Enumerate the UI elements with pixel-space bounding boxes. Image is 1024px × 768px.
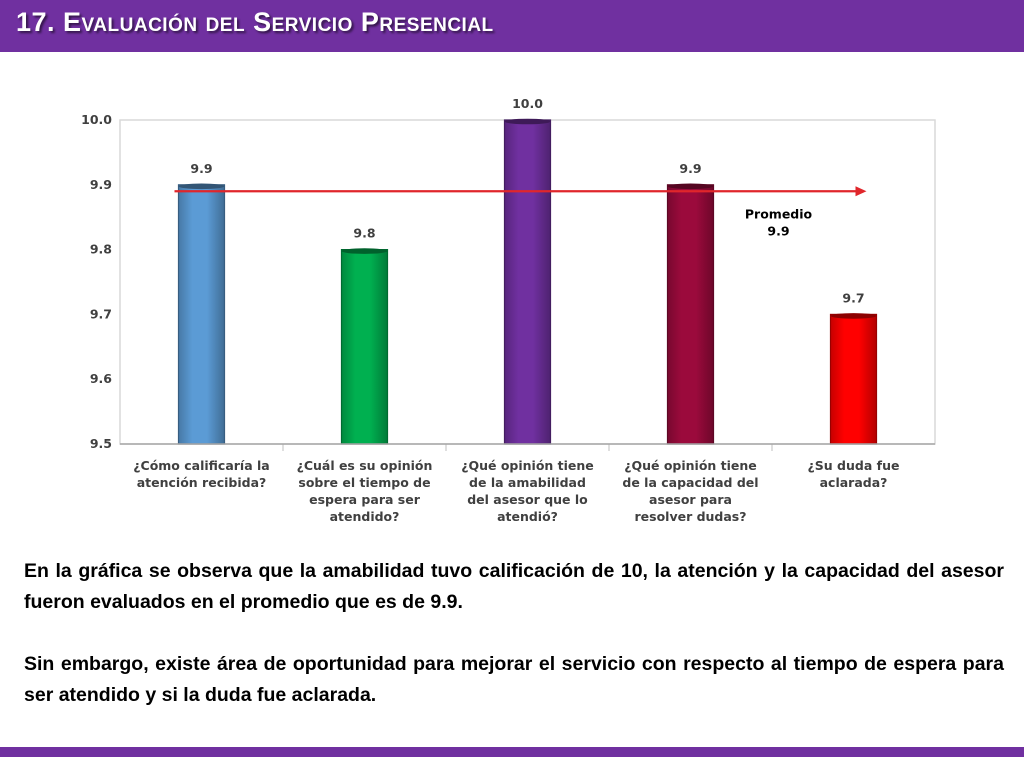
x-category-label: ¿Su duda fue aclarada? bbox=[808, 458, 900, 490]
bar-chart: 9.5 9.6 9.7 9.8 9.9 10.0 9.9 ¿Cómo calificaría … bbox=[60, 95, 960, 535]
y-tick-label: 9.8 bbox=[90, 242, 112, 257]
summary-paragraph-2: Sin embargo, existe área de oportunidad … bbox=[24, 653, 1004, 706]
bar bbox=[340, 249, 389, 445]
bar-cap bbox=[667, 183, 714, 190]
summary-text: En la gráfica se observa que la amabilid… bbox=[24, 556, 1004, 711]
bar bbox=[503, 119, 552, 445]
x-category-label: ¿Qué opinión tiene de la amabilidad del as… bbox=[461, 458, 594, 524]
bar bbox=[829, 313, 878, 445]
bar-cap bbox=[504, 118, 551, 125]
data-label: 9.9 bbox=[190, 161, 212, 176]
y-tick-label: 9.7 bbox=[90, 306, 112, 321]
title-banner: 17. Evaluación del Servicio Presencial bbox=[0, 0, 1024, 52]
footer-bar bbox=[0, 747, 1024, 757]
average-label: Promedio 9.9 bbox=[745, 206, 813, 238]
y-tick-label: 9.9 bbox=[90, 177, 112, 192]
y-tick-label: 10.0 bbox=[81, 112, 112, 127]
x-category-label: ¿Qué opinión tiene de la capacidad del ase… bbox=[622, 458, 758, 524]
data-label: 9.9 bbox=[679, 161, 701, 176]
summary-paragraph-1: En la gráfica se observa que la amabilid… bbox=[24, 560, 1004, 613]
data-label: 10.0 bbox=[512, 96, 543, 111]
x-category-label: ¿Cuál es su opinión sobre el tiempo de esp… bbox=[297, 458, 433, 524]
data-label: 9.7 bbox=[842, 290, 864, 305]
bar-cap bbox=[341, 248, 388, 254]
bar-cap bbox=[830, 313, 877, 319]
y-tick-label: 9.5 bbox=[90, 436, 112, 451]
chart-canvas: 9.5 9.6 9.7 9.8 9.9 10.0 9.9 ¿Cómo calificaría … bbox=[81, 96, 936, 524]
page-title: 17. Evaluación del Servicio Presencial bbox=[16, 7, 494, 37]
data-label: 9.8 bbox=[353, 226, 375, 241]
bar bbox=[666, 184, 715, 445]
average-line-arrowhead bbox=[855, 186, 867, 197]
bar-cap bbox=[178, 183, 225, 190]
y-tick-label: 9.6 bbox=[90, 371, 112, 386]
bar bbox=[177, 184, 226, 445]
x-category-label: ¿Cómo calificaría la atención recibida? bbox=[133, 458, 269, 490]
